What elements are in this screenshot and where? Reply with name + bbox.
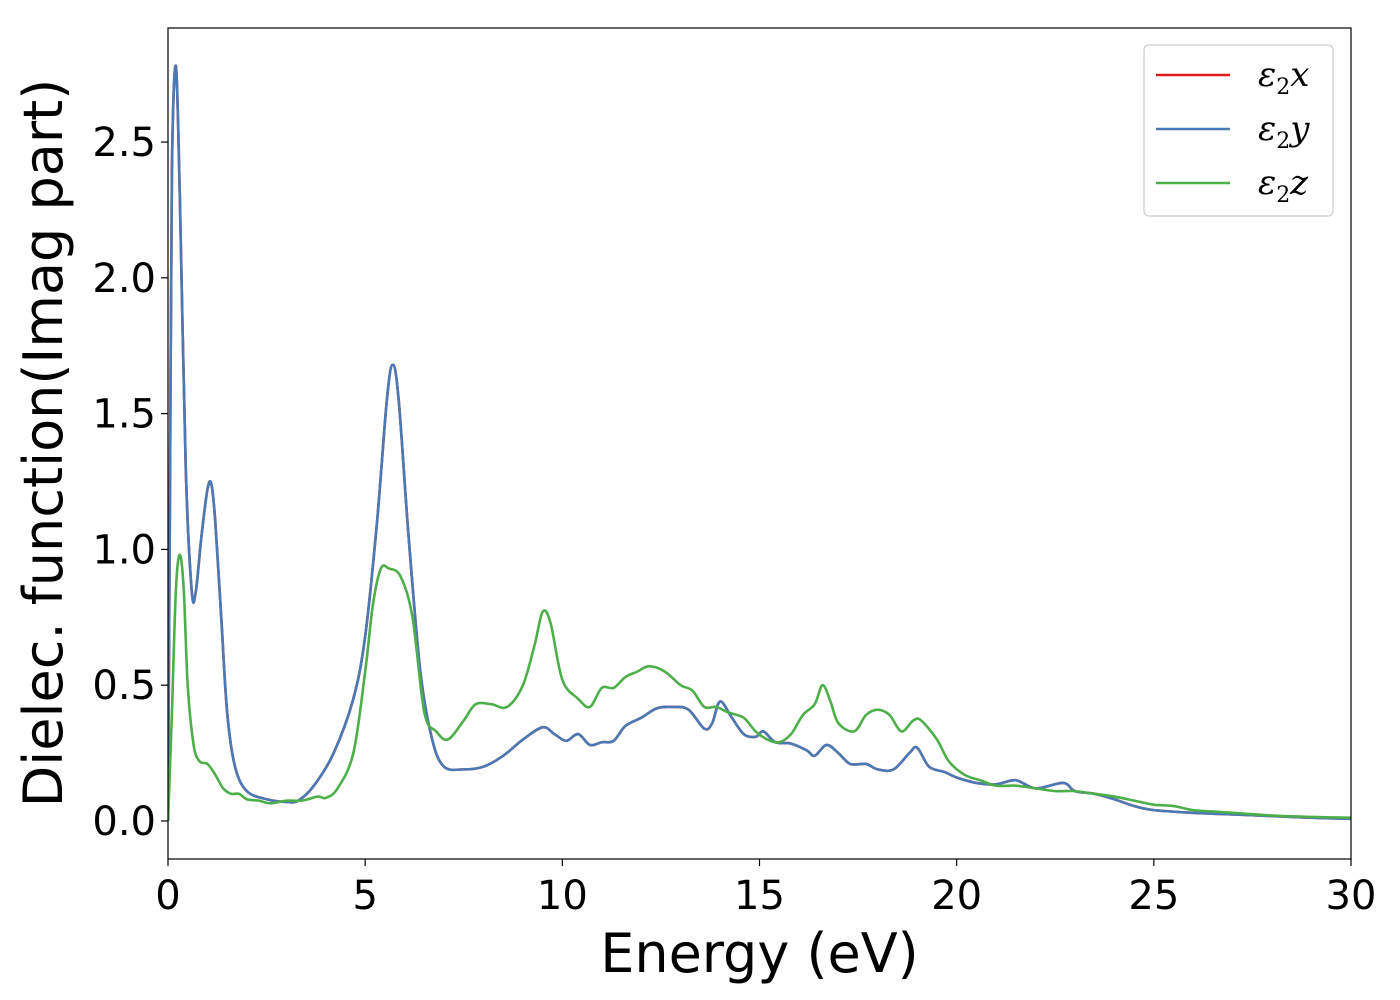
x-tick-label: 10 <box>537 873 588 919</box>
x-tick-label: 20 <box>931 873 982 919</box>
y-tick-label: 2.0 <box>92 256 156 302</box>
x-tick-label: 5 <box>352 873 377 919</box>
y-tick-label: 1.0 <box>92 527 156 573</box>
legend-label-x: ε2x <box>1258 55 1309 100</box>
y-ticks: 0.0 0.5 1.0 1.5 2.0 2.5 <box>92 120 168 845</box>
y-tick-label: 2.5 <box>92 120 156 166</box>
x-tick-label: 25 <box>1128 873 1179 919</box>
y-tick-label: 0.5 <box>92 663 156 709</box>
y-tick-label: 1.5 <box>92 392 156 438</box>
series-line-y <box>168 64 1351 821</box>
y-tick-label: 0.0 <box>92 799 156 845</box>
legend-box <box>1143 44 1334 217</box>
x-tick-label: 30 <box>1326 873 1377 919</box>
legend: ε2x ε2y ε2z <box>1143 44 1334 217</box>
legend-label-y: ε2y <box>1258 109 1310 154</box>
y-axis-label: Dielec. function(Imag part) <box>12 79 75 808</box>
x-ticks: 0 5 10 15 20 25 30 <box>155 859 1376 919</box>
x-tick-label: 0 <box>155 873 180 919</box>
legend-label-z: ε2z <box>1258 163 1309 208</box>
series-line-z <box>168 553 1351 822</box>
series-group <box>168 64 1351 822</box>
x-tick-label: 15 <box>734 873 785 919</box>
x-axis-label: Energy (eV) <box>600 922 919 985</box>
